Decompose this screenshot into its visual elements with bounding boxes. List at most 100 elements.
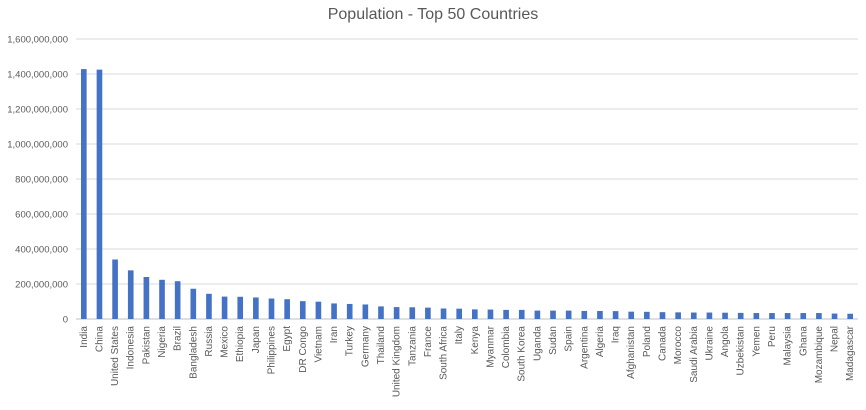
bar — [112, 259, 118, 319]
bar — [753, 313, 760, 319]
bar — [847, 313, 853, 319]
x-tick-label: Nigeria — [157, 326, 168, 358]
x-tick-label: Poland — [642, 326, 653, 357]
x-tick-label: Uzbekistan — [736, 326, 747, 375]
bar — [472, 309, 478, 319]
x-tick-label: Turkey — [345, 326, 356, 356]
y-tick-label: 800,000,000 — [15, 175, 68, 186]
bar — [784, 313, 791, 319]
y-tick-label: 1,600,000,000 — [7, 35, 68, 46]
y-tick-label: 600,000,000 — [15, 210, 68, 221]
bar — [518, 309, 525, 319]
bar — [315, 301, 322, 319]
x-tick-label: Myanmar — [485, 325, 496, 367]
x-tick-label: China — [94, 326, 105, 353]
x-tick-label: Mexico — [220, 326, 231, 358]
bar — [628, 311, 635, 319]
x-tick-label: United States — [110, 326, 121, 386]
bar — [221, 296, 228, 319]
bar — [644, 311, 650, 319]
x-tick-label: Malaysia — [783, 326, 794, 366]
x-tick-label: Argentina — [579, 326, 590, 369]
x-tick-label: Spain — [564, 326, 575, 352]
gridlines — [76, 38, 858, 320]
x-tick-label: Peru — [767, 326, 778, 347]
bars — [81, 69, 853, 319]
bar — [425, 307, 431, 319]
x-tick-label: Madagascar — [845, 325, 856, 381]
x-axis-tick-labels: India China United States Indonesia Pakistan… — [79, 325, 856, 397]
x-tick-label: Vietnam — [313, 326, 324, 363]
bar — [393, 307, 400, 319]
bar — [487, 309, 494, 319]
x-tick-label: Pakistan — [141, 326, 152, 364]
x-tick-label: Italy — [454, 326, 465, 344]
bar — [299, 301, 306, 319]
x-tick-label: DR Congo — [298, 326, 309, 373]
bar — [362, 304, 369, 319]
bar — [206, 293, 212, 319]
bar — [597, 310, 603, 319]
y-tick-label: 1,200,000,000 — [7, 105, 68, 116]
y-axis-tick-labels: 0 200,000,000 400,000,000 600,000,000 800,00… — [7, 35, 68, 326]
x-tick-label: Nepal — [830, 326, 841, 352]
bar — [581, 310, 588, 319]
bar — [800, 313, 807, 319]
x-tick-label: Yemen — [751, 326, 762, 357]
y-tick-label: 1,400,000,000 — [7, 70, 68, 81]
x-tick-label: Ethiopia — [235, 326, 246, 363]
bar — [174, 281, 181, 319]
x-tick-label: Iraq — [611, 326, 622, 343]
x-tick-label: Thailand — [376, 326, 387, 364]
x-tick-label: United Kingdom — [392, 326, 403, 397]
x-tick-label: Russia — [204, 326, 215, 357]
x-tick-label: Brazil — [173, 326, 184, 351]
x-tick-label: South Korea — [517, 326, 528, 382]
x-tick-label: France — [423, 326, 434, 358]
x-tick-label: Canada — [658, 326, 669, 361]
y-tick-label: 0 — [63, 315, 68, 326]
bar — [81, 69, 87, 319]
x-tick-label: Philippines — [267, 326, 278, 374]
x-tick-label: Afghanistan — [626, 326, 637, 379]
x-tick-label: Colombia — [501, 326, 512, 369]
bar — [96, 69, 103, 319]
x-tick-label: Germany — [360, 326, 371, 367]
bar — [127, 270, 134, 319]
x-tick-label: Tanzania — [407, 326, 418, 366]
bar — [659, 312, 666, 319]
bar — [456, 308, 462, 319]
x-tick-label: Egypt — [282, 326, 293, 352]
bar — [237, 296, 244, 319]
x-tick-label: India — [79, 326, 90, 348]
x-tick-label: Ghana — [798, 326, 809, 356]
x-tick-label: Mozambique — [814, 326, 825, 384]
x-tick-label: Iran — [329, 326, 340, 343]
bar — [565, 310, 572, 319]
bar — [612, 311, 619, 319]
bar — [503, 309, 509, 319]
bar — [706, 312, 713, 319]
bar — [159, 279, 165, 319]
bar — [690, 312, 697, 319]
bar — [346, 303, 353, 319]
x-tick-label: Indonesia — [126, 326, 137, 370]
bar — [331, 303, 337, 319]
x-tick-label: Saudi Arabia — [689, 326, 700, 383]
x-tick-label: Kenya — [470, 326, 481, 355]
x-tick-label: Morocco — [673, 326, 684, 365]
bar — [378, 306, 384, 319]
y-tick-label: 400,000,000 — [15, 245, 68, 256]
bar — [816, 313, 822, 319]
y-tick-label: 1,000,000,000 — [7, 140, 68, 151]
bar — [143, 277, 150, 319]
x-tick-label: Japan — [251, 326, 262, 353]
bar — [253, 297, 259, 319]
bar — [409, 307, 416, 319]
bar — [737, 312, 744, 319]
bar — [831, 313, 838, 319]
bar — [284, 299, 290, 319]
bar — [190, 288, 197, 319]
x-tick-label: South Africa — [439, 326, 450, 380]
